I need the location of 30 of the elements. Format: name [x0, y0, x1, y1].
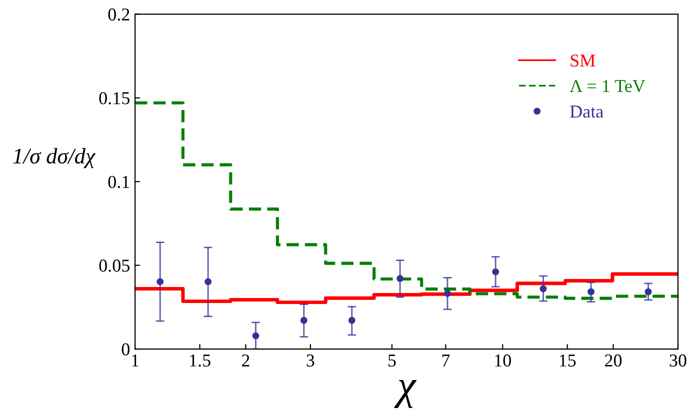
point [300, 316, 308, 324]
point [540, 285, 547, 292]
point [444, 290, 451, 297]
y-axis-title: 1/σ dσ/dχ [13, 148, 96, 168]
x-tick-label: 5 [388, 354, 396, 367]
legend-label: Data [570, 106, 604, 118]
point [588, 288, 594, 296]
x-tick-label: 1 [132, 354, 138, 366]
x-tick-label: 3 [306, 354, 314, 367]
x-tick-label: 2 [242, 354, 250, 366]
x-tick-label: 15 [560, 354, 576, 367]
point [156, 278, 164, 286]
y-tick-label: 0.2 [108, 8, 130, 21]
y-tick-label: 0.05 [99, 260, 130, 272]
point [204, 278, 212, 286]
x-tick-label: 10 [495, 354, 511, 367]
point [252, 332, 260, 340]
point [492, 268, 500, 276]
point [396, 275, 404, 282]
y-tick-label: 0 [122, 343, 130, 356]
y-tick-label: 0.1 [108, 176, 130, 188]
point [348, 316, 356, 324]
x-tick-label: 1.5 [190, 354, 210, 367]
legend-label: Λ = 1 TeV [570, 80, 646, 92]
x-tick-label: 20 [605, 354, 622, 367]
x-axis-title: χ [394, 380, 417, 408]
x-tick-label: 30 [670, 354, 686, 367]
y-tick-label: 0.15 [99, 92, 130, 104]
x-tick-label: 7 [442, 354, 450, 366]
legend-label: SM [570, 54, 596, 67]
